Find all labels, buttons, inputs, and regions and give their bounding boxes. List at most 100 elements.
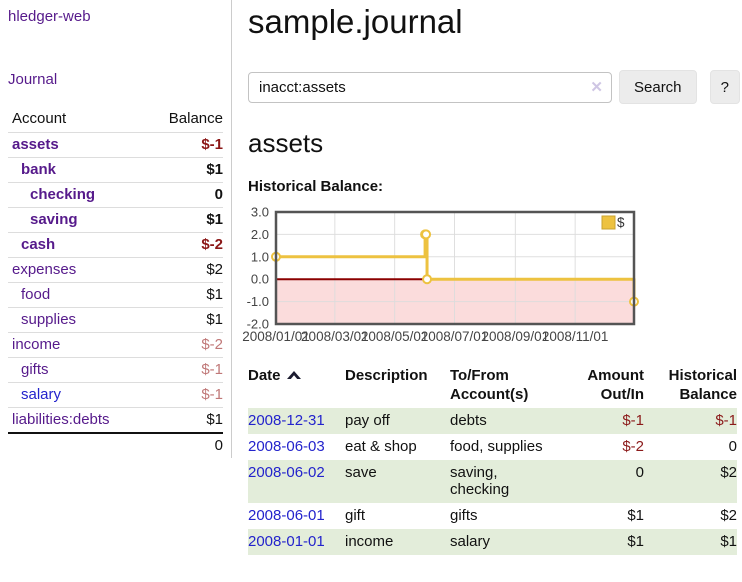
- account-link-checking[interactable]: checking: [30, 186, 96, 203]
- transaction-accounts: saving, checking: [450, 464, 510, 498]
- transaction-date-link[interactable]: 2008-06-03: [248, 438, 325, 455]
- account-link-supplies[interactable]: supplies: [21, 311, 77, 328]
- date-column-header: Date: [248, 364, 345, 408]
- help-button[interactable]: ?: [709, 70, 740, 104]
- account-row: bank $1: [8, 157, 223, 182]
- register-header-row: Date Description To/From Account(s) Amou…: [248, 364, 737, 408]
- transaction-amount: $-2: [622, 438, 644, 455]
- chart-heading: Historical Balance:: [248, 178, 384, 195]
- account-link-saving[interactable]: saving: [30, 211, 78, 228]
- balance-column-header: Balance: [168, 110, 223, 127]
- transaction-date-link[interactable]: 2008-01-01: [248, 533, 325, 550]
- x-axis-tick-label: 2008/05/01: [361, 329, 429, 344]
- transaction-description: gift: [345, 507, 366, 524]
- transaction-amount: $1: [627, 507, 644, 524]
- account-row: income $-2: [8, 332, 223, 357]
- transaction-accounts: food, supplies: [450, 438, 543, 455]
- sidebar: hledger-web Journal Account Balance asse…: [0, 0, 232, 458]
- chart-svg: 3.0 2.0 1.0 0.0 -1.0 -2.02008/01/012008/03/01…: [242, 205, 639, 344]
- description-column-header: Description: [345, 367, 428, 384]
- search-input-wrap: ✕: [248, 71, 612, 103]
- sidebar-item-journal[interactable]: Journal: [8, 71, 58, 88]
- app-title-link[interactable]: hledger-web: [8, 8, 91, 25]
- page-title: sample.journal: [248, 3, 463, 40]
- account-link-gifts[interactable]: gifts: [21, 361, 49, 378]
- search-form: ✕ Search ?: [248, 70, 740, 104]
- account-balance: $1: [206, 286, 223, 303]
- legend-swatch: [601, 215, 616, 230]
- transaction-amount: 0: [635, 464, 644, 481]
- total-row: 0: [8, 432, 223, 458]
- sort-ascending-icon: [286, 366, 301, 385]
- historical-balance-chart: 3.0 2.0 1.0 0.0 -1.0 -2.0 2008/01/01 2008/03/01…: [232, 205, 652, 347]
- x-axis-tick-label: 2008/09/01: [482, 329, 550, 344]
- account-balance: $-2: [201, 336, 223, 353]
- account-row: food $1: [8, 282, 223, 307]
- transaction-amount: $1: [627, 533, 644, 550]
- account-balance: $-1: [201, 361, 223, 378]
- transaction-description: save: [345, 464, 377, 481]
- account-row: expenses $2: [8, 257, 223, 282]
- account-balance: $1: [206, 311, 223, 328]
- register-row: 2008-06-03 eat & shop food, supplies $-2 0: [248, 434, 737, 460]
- account-balance-table: Account Balance assets $-1 bank $1 checking 0…: [8, 108, 223, 458]
- transaction-date-link[interactable]: 2008-12-31: [248, 412, 325, 429]
- account-table-header: Account Balance: [8, 108, 223, 132]
- account-link-cash[interactable]: cash: [21, 236, 56, 253]
- x-axis-tick-label: 2008/01/01: [242, 329, 310, 344]
- transaction-balance: $-1: [715, 412, 737, 429]
- account-balance: $-1: [201, 386, 223, 403]
- y-axis-tick-label: 1.0: [251, 249, 269, 264]
- register-row: 2008-12-31 pay off debts $-1 $-1: [248, 408, 737, 434]
- account-balance: $2: [206, 261, 223, 278]
- y-axis-tick-label: 3.0: [251, 205, 269, 220]
- x-axis-tick-label: 2008/07/01: [421, 329, 489, 344]
- account-link-food[interactable]: food: [21, 286, 51, 303]
- account-balance: $-2: [201, 236, 223, 253]
- transaction-description: eat & shop: [345, 438, 417, 455]
- account-row: saving $1: [8, 207, 223, 232]
- clear-search-icon[interactable]: ✕: [590, 78, 603, 96]
- account-balance: $-1: [201, 136, 223, 153]
- account-balance: $1: [206, 411, 223, 428]
- account-row: checking 0: [8, 182, 223, 207]
- register-row: 2008-01-01 income salary $1 $1: [248, 529, 737, 555]
- transaction-description: income: [345, 533, 394, 550]
- transaction-date-link[interactable]: 2008-06-01: [248, 507, 325, 524]
- account-balance: $1: [206, 211, 223, 228]
- account-link-assets[interactable]: assets: [12, 136, 59, 153]
- y-axis-tick-label: -2.0: [247, 317, 269, 332]
- account-link-expenses[interactable]: expenses: [12, 261, 77, 278]
- transaction-balance: $2: [720, 507, 737, 524]
- y-axis-tick-label: 2.0: [251, 227, 269, 242]
- balance-column-header: Historical Balance: [668, 367, 737, 403]
- account-balance: $1: [206, 161, 223, 178]
- transaction-date-link[interactable]: 2008-06-02: [248, 464, 325, 481]
- account-link-bank[interactable]: bank: [21, 161, 57, 178]
- y-axis-tick-label: -1.0: [247, 294, 269, 309]
- transaction-balance: $1: [720, 533, 737, 550]
- x-axis-tick-label: 2008/11/01: [542, 329, 609, 344]
- data-point-marker: [422, 274, 433, 285]
- y-axis-tick-label: 0.0: [251, 272, 269, 287]
- register-row: 2008-06-02 save saving, checking 0 $2: [248, 460, 737, 503]
- account-tree: assets $-1 bank $1 checking 0 saving $1 cash $-2 e…: [8, 132, 223, 432]
- account-link-liabilities-debts[interactable]: liabilities:debts: [12, 411, 110, 428]
- account-balance: 0: [214, 186, 223, 203]
- account-link-salary[interactable]: salary: [21, 386, 62, 403]
- transaction-accounts: debts: [450, 412, 487, 429]
- account-row: salary $-1: [8, 382, 223, 407]
- amount-column-header: Amount Out/In: [587, 367, 644, 403]
- transaction-balance: 0: [728, 438, 737, 455]
- transaction-balance: $2: [720, 464, 737, 481]
- main-content: sample.journal ✕ Search ? assets Histori…: [242, 0, 740, 555]
- data-point-marker: [421, 229, 432, 240]
- transaction-accounts: gifts: [450, 507, 478, 524]
- accounts-column-header: To/From Account(s): [450, 367, 529, 403]
- search-button[interactable]: Search: [619, 70, 697, 104]
- account-link-income[interactable]: income: [12, 336, 61, 353]
- account-row: gifts $-1: [8, 357, 223, 382]
- search-input[interactable]: [248, 71, 612, 103]
- account-column-header: Account: [12, 110, 67, 127]
- x-axis-tick-label: 2008/03/01: [301, 329, 369, 344]
